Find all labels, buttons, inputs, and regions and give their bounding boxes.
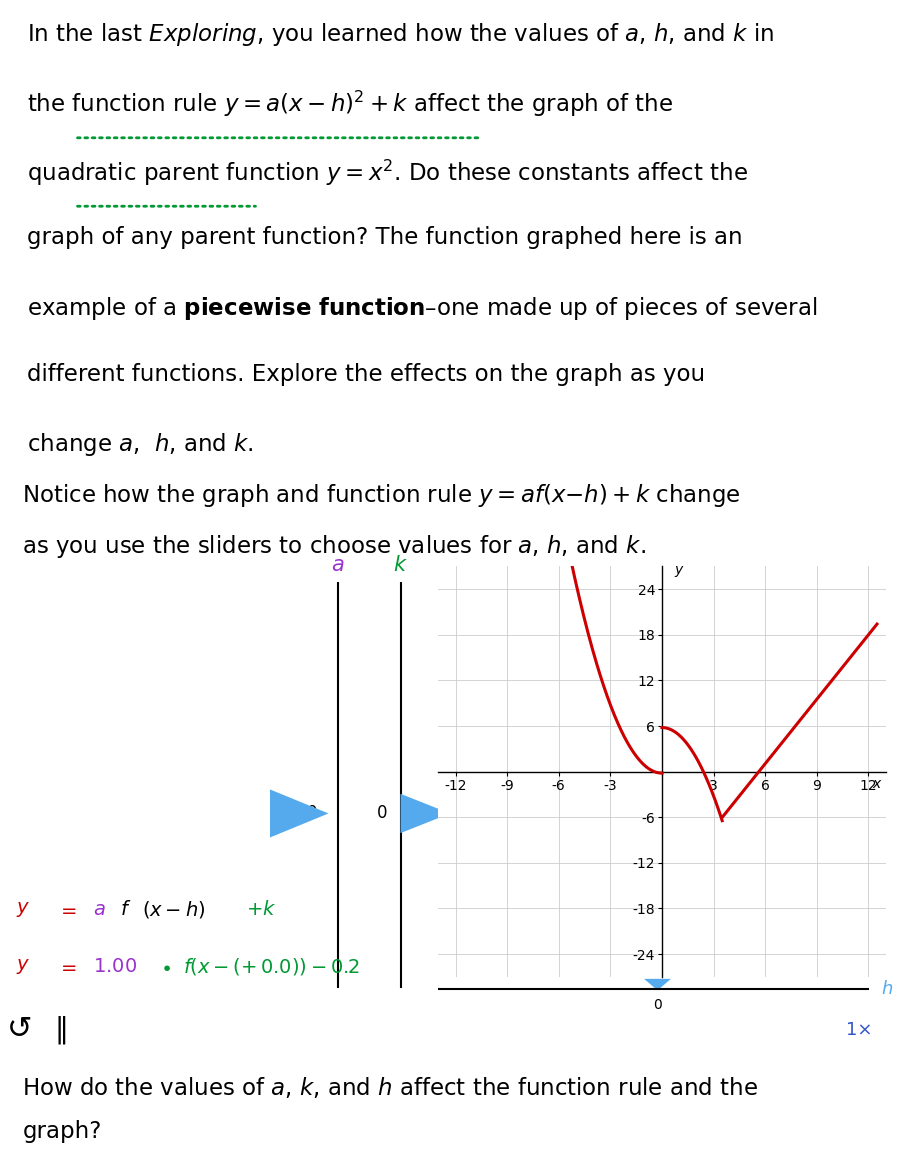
Text: In the last $\mathit{Exploring}$, you learned how the values of $a$, $h$, and $k: In the last $\mathit{Exploring}$, you le… xyxy=(27,21,774,47)
Text: 1×: 1× xyxy=(847,1021,873,1039)
Text: Notice how the graph and function rule $y = af(x\mathrm{-}h) + k$ change: Notice how the graph and function rule $… xyxy=(22,482,742,509)
Text: graph of any parent function? The function graphed here is an: graph of any parent function? The functi… xyxy=(27,227,742,249)
Text: $x$: $x$ xyxy=(872,777,882,792)
Text: $h$: $h$ xyxy=(881,980,894,998)
Text: $(x - h)$: $(x - h)$ xyxy=(142,899,205,920)
Text: $a$: $a$ xyxy=(331,555,344,576)
Text: graph?: graph? xyxy=(22,1120,102,1143)
Text: $=$: $=$ xyxy=(57,957,76,976)
Text: $1.00$: $1.00$ xyxy=(93,957,137,976)
Text: $y$: $y$ xyxy=(674,564,685,579)
Text: as you use the sliders to choose values for $a$, $h$, and $k$.: as you use the sliders to choose values … xyxy=(22,533,646,560)
Text: $=$: $=$ xyxy=(57,901,76,919)
Text: different functions. Explore the effects on the graph as you: different functions. Explore the effects… xyxy=(27,363,705,386)
Text: $\bullet$: $\bullet$ xyxy=(160,957,171,976)
Text: ↺: ↺ xyxy=(7,1015,32,1045)
Polygon shape xyxy=(644,979,670,991)
Text: example of a $\bf{piecewise\ function}$–one made up of pieces of several: example of a $\bf{piecewise\ function}$–… xyxy=(27,295,817,321)
Text: $f$: $f$ xyxy=(120,901,131,919)
Text: ‖: ‖ xyxy=(54,1016,68,1044)
Text: 0: 0 xyxy=(653,999,662,1013)
Text: change $a$,  $h$, and $k$.: change $a$, $h$, and $k$. xyxy=(27,431,254,459)
Polygon shape xyxy=(270,790,328,837)
Text: $+ k$: $+ k$ xyxy=(246,901,276,919)
Text: $a$: $a$ xyxy=(93,901,105,919)
Text: How do the values of $a$, $k$, and $h$ affect the function rule and the: How do the values of $a$, $k$, and $h$ a… xyxy=(22,1075,759,1099)
Text: $y$: $y$ xyxy=(16,957,31,976)
Text: 0: 0 xyxy=(307,805,318,822)
Text: $y$: $y$ xyxy=(16,901,31,919)
Text: 0: 0 xyxy=(376,805,387,822)
Text: quadratic parent function $y = x^2$. Do these constants affect the: quadratic parent function $y = x^2$. Do … xyxy=(27,157,748,188)
Text: $f(x - (+\,0.0)) - 0.2$: $f(x - (+\,0.0)) - 0.2$ xyxy=(183,956,360,977)
Text: the function rule $y = a(x-h)^2+k$ affect the graph of the: the function rule $y = a(x-h)^2+k$ affec… xyxy=(27,89,673,119)
Polygon shape xyxy=(400,794,450,833)
Text: $k$: $k$ xyxy=(393,555,408,576)
